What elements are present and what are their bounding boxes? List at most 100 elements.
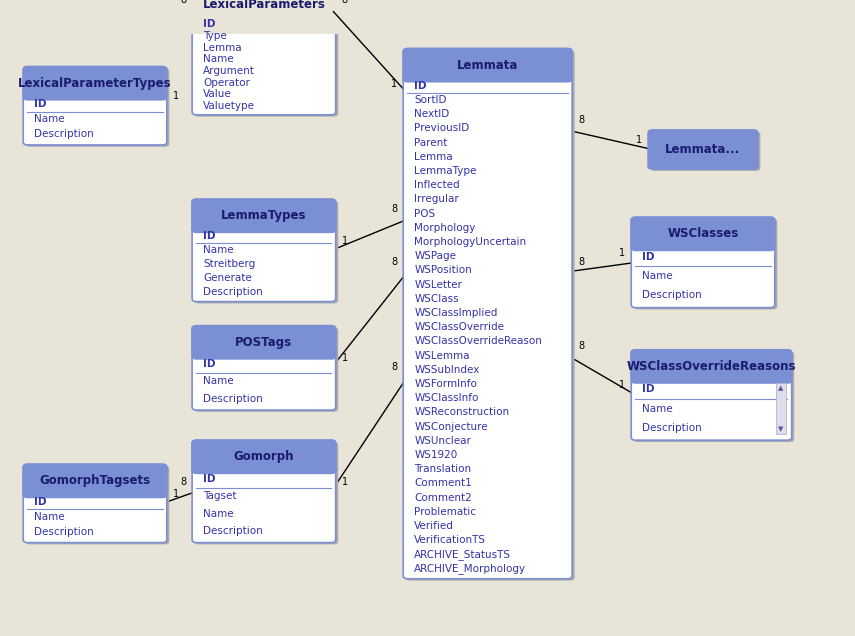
Text: Lemma: Lemma xyxy=(414,152,453,162)
Text: 1: 1 xyxy=(636,135,642,144)
Text: 8: 8 xyxy=(578,115,584,125)
FancyBboxPatch shape xyxy=(404,48,572,579)
Text: PreviousID: PreviousID xyxy=(414,123,469,134)
FancyBboxPatch shape xyxy=(634,352,794,442)
Text: WSConjecture: WSConjecture xyxy=(414,422,488,432)
FancyBboxPatch shape xyxy=(651,132,760,171)
Text: 8: 8 xyxy=(578,341,584,351)
Text: WSUnclear: WSUnclear xyxy=(414,436,471,446)
Text: WSLetter: WSLetter xyxy=(414,280,462,289)
Text: 8: 8 xyxy=(392,362,398,372)
Text: Description: Description xyxy=(642,290,702,300)
Text: Name: Name xyxy=(203,509,233,518)
Text: 1: 1 xyxy=(619,380,625,390)
Text: Gomorph: Gomorph xyxy=(233,450,294,463)
FancyBboxPatch shape xyxy=(192,199,336,301)
Text: ID: ID xyxy=(34,497,47,507)
Text: 1: 1 xyxy=(342,476,348,487)
Text: WSSubIndex: WSSubIndex xyxy=(414,365,480,375)
Text: 8: 8 xyxy=(392,205,398,214)
Text: LemmaType: LemmaType xyxy=(414,166,476,176)
Text: VerificationTS: VerificationTS xyxy=(414,536,486,545)
Text: Translation: Translation xyxy=(414,464,471,474)
Text: Description: Description xyxy=(642,423,702,432)
Text: 8: 8 xyxy=(180,0,186,4)
Text: 1: 1 xyxy=(619,247,625,258)
FancyBboxPatch shape xyxy=(23,67,167,100)
Text: WSPage: WSPage xyxy=(414,251,457,261)
Text: Comment2: Comment2 xyxy=(414,493,472,502)
Text: WSClass: WSClass xyxy=(414,294,459,304)
Text: Streitberg: Streitberg xyxy=(203,259,256,269)
Text: Description: Description xyxy=(34,129,94,139)
Text: Name: Name xyxy=(203,54,233,64)
Text: Problematic: Problematic xyxy=(414,507,476,517)
FancyBboxPatch shape xyxy=(23,67,167,145)
FancyBboxPatch shape xyxy=(195,328,339,412)
Text: MorphologyUncertain: MorphologyUncertain xyxy=(414,237,527,247)
Text: Lemma: Lemma xyxy=(203,43,242,53)
FancyBboxPatch shape xyxy=(195,442,339,544)
FancyBboxPatch shape xyxy=(26,69,169,147)
Text: Description: Description xyxy=(203,526,262,536)
FancyBboxPatch shape xyxy=(648,130,758,169)
Text: 8: 8 xyxy=(392,257,398,267)
FancyBboxPatch shape xyxy=(192,199,336,232)
Text: WSClassOverride: WSClassOverride xyxy=(414,322,504,332)
Text: Verified: Verified xyxy=(414,521,454,531)
Text: Name: Name xyxy=(203,377,233,387)
Text: 1: 1 xyxy=(173,91,179,101)
Text: Comment1: Comment1 xyxy=(414,478,472,488)
Text: Operator: Operator xyxy=(203,78,250,88)
Text: WSClassImplied: WSClassImplied xyxy=(414,308,498,318)
FancyBboxPatch shape xyxy=(404,48,572,81)
Text: Name: Name xyxy=(642,404,673,413)
FancyBboxPatch shape xyxy=(195,0,339,116)
Text: ARCHIVE_StatusTS: ARCHIVE_StatusTS xyxy=(414,549,511,560)
Text: WS1920: WS1920 xyxy=(414,450,457,460)
Text: ID: ID xyxy=(203,359,215,370)
FancyBboxPatch shape xyxy=(631,350,792,440)
Text: Argument: Argument xyxy=(203,66,255,76)
Text: Description: Description xyxy=(34,527,94,537)
Text: WSClassOverrideReasons: WSClassOverrideReasons xyxy=(627,360,796,373)
Text: Value: Value xyxy=(203,89,232,99)
Text: LemmaTypes: LemmaTypes xyxy=(221,209,307,222)
Text: Morphology: Morphology xyxy=(414,223,475,233)
Text: POSTags: POSTags xyxy=(235,336,292,349)
FancyBboxPatch shape xyxy=(195,201,339,303)
Text: Name: Name xyxy=(203,245,233,255)
Text: NextID: NextID xyxy=(414,109,450,119)
FancyBboxPatch shape xyxy=(23,464,167,543)
Text: WSLemma: WSLemma xyxy=(414,350,469,361)
Text: Irregular: Irregular xyxy=(414,195,459,204)
Text: ID: ID xyxy=(203,474,215,484)
FancyBboxPatch shape xyxy=(192,440,336,473)
FancyBboxPatch shape xyxy=(192,326,336,410)
Text: WSClassOverrideReason: WSClassOverrideReason xyxy=(414,336,542,347)
Text: Type: Type xyxy=(203,31,227,41)
Text: LexicalParameterTypes: LexicalParameterTypes xyxy=(18,77,172,90)
Text: ID: ID xyxy=(642,252,655,262)
FancyBboxPatch shape xyxy=(192,440,336,543)
Text: LexicalParameters: LexicalParameters xyxy=(203,0,325,11)
Text: Description: Description xyxy=(203,287,262,296)
FancyBboxPatch shape xyxy=(192,0,336,115)
FancyBboxPatch shape xyxy=(634,219,777,310)
Text: 8: 8 xyxy=(180,476,186,487)
FancyBboxPatch shape xyxy=(631,218,775,251)
FancyBboxPatch shape xyxy=(775,383,786,434)
Text: Name: Name xyxy=(34,512,65,522)
Text: SortID: SortID xyxy=(414,95,446,105)
Text: 1: 1 xyxy=(342,235,348,245)
FancyBboxPatch shape xyxy=(26,466,169,544)
Text: POS: POS xyxy=(414,209,435,219)
Text: Lemmata: Lemmata xyxy=(457,59,518,72)
FancyBboxPatch shape xyxy=(406,50,575,581)
Text: ID: ID xyxy=(642,385,655,394)
FancyBboxPatch shape xyxy=(631,218,775,308)
Text: Name: Name xyxy=(34,114,65,125)
Text: WSFormInfo: WSFormInfo xyxy=(414,379,477,389)
Text: 8: 8 xyxy=(578,257,584,267)
Text: Valuetype: Valuetype xyxy=(203,101,255,111)
